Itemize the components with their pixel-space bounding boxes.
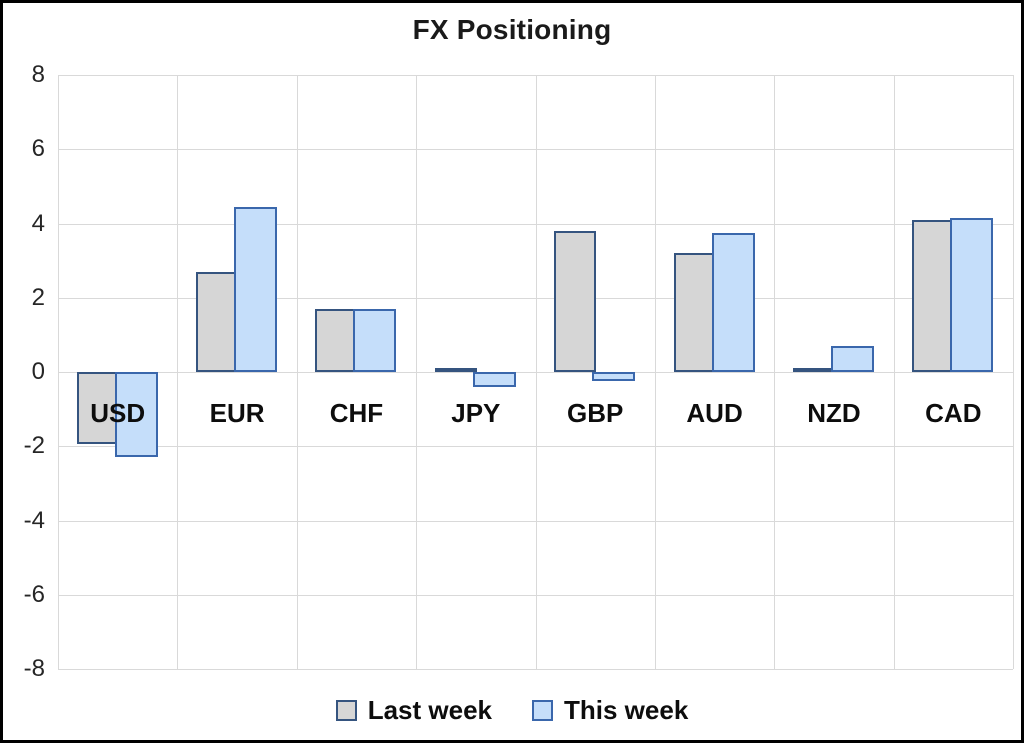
bar-last-week-nzd [792,368,835,373]
legend-swatch-this-week [532,700,553,721]
bar-last-week-eur [196,271,239,372]
y-tick-label--6: -6 [23,580,45,608]
legend-item-this-week: This week [532,695,688,726]
y-tick-label-8: 8 [31,61,45,88]
bar-this-week-jpy [472,372,516,387]
gridline-h-8 [58,75,1013,76]
y-tick-label-4: 4 [31,209,45,237]
gridline-h-6 [58,149,1013,151]
gridline-h--6 [58,594,1013,596]
category-label-nzd: NZD [807,398,861,428]
bar-last-week-aud [673,253,716,372]
bar-this-week-eur [234,206,278,372]
chart-title: FX Positioning [412,14,612,45]
legend-label-this-week: This week [564,695,689,725]
category-label-aud: AUD [686,398,743,428]
bar-last-week-cad [912,219,955,372]
bar-last-week-chf [315,308,358,372]
bar-last-week-jpy [434,368,477,373]
gridline-v-1 [177,75,178,669]
gridline-h-4 [58,223,1013,225]
gridline-h--2 [58,446,1013,448]
bar-this-week-chf [353,308,397,372]
bar-this-week-cad [950,217,994,372]
category-label-eur: EUR [209,398,265,428]
y-tick-label--2: -2 [23,432,45,460]
legend-item-last-week: Last week [335,695,492,726]
gridline-h--8 [58,669,1013,670]
gridline-v-0 [58,75,59,669]
bar-this-week-nzd [830,346,874,372]
y-tick-label--8: -8 [23,655,45,682]
bar-this-week-gbp [592,372,636,382]
gridline-v-8 [1013,75,1014,669]
bar-last-week-gbp [554,230,597,372]
legend-swatch-last-week [335,700,357,721]
gridline-v-7 [894,75,895,669]
y-tick-label--4: -4 [23,506,45,534]
bar-this-week-usd [114,372,158,458]
y-tick-label-0: 0 [31,358,45,385]
gridline-v-2 [297,75,298,669]
gridline-v-3 [416,75,417,669]
category-label-gbp: GBP [567,398,624,428]
category-label-cad: CAD [925,398,982,428]
gridline-h--4 [58,520,1013,522]
y-tick-label-2: 2 [31,283,45,311]
gridline-h-2 [58,297,1013,299]
plot-area: USD EUR CHF JPY GBP AUD NZD CAD [58,75,1014,670]
legend: Last week This week [3,695,1021,726]
gridline-h-0 [58,372,1013,373]
category-label-chf: CHF [329,398,384,428]
y-tick-label-6: 6 [31,135,45,163]
legend-label-last-week: Last week [367,695,492,725]
gridline-v-6 [774,75,775,669]
gridline-v-5 [655,75,656,669]
bar-this-week-aud [711,232,755,372]
gridline-v-4 [536,75,537,669]
category-label-usd: USD [90,398,146,428]
category-label-jpy: JPY [451,398,501,428]
